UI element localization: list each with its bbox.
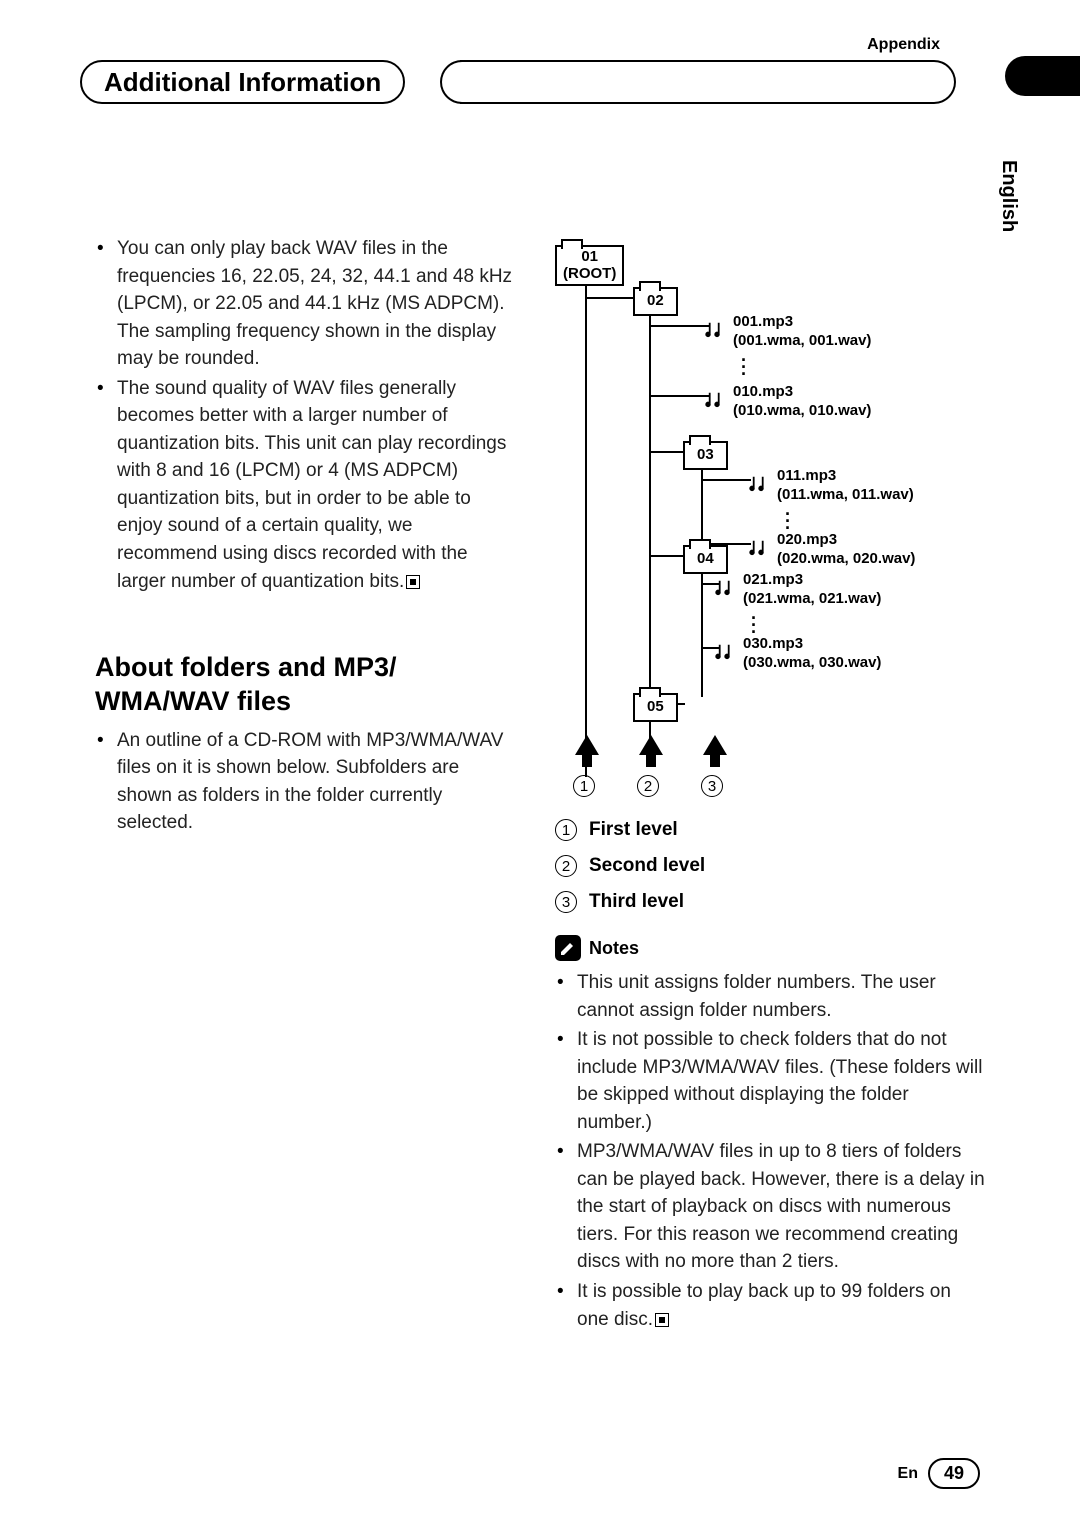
music-note-icon	[715, 643, 737, 661]
end-icon	[655, 1313, 669, 1327]
music-note-icon	[749, 539, 771, 557]
arrow-up-icon	[575, 735, 599, 755]
music-note-icon	[749, 475, 771, 493]
list-item: It is not possible to check folders that…	[555, 1026, 985, 1136]
arrow-up-icon	[639, 735, 663, 755]
folder-root: 01 (ROOT)	[555, 245, 624, 286]
legend-row: 1First level	[555, 819, 985, 841]
folder-tree-diagram: 01 (ROOT) 02 03 04 05 001.mp3(001.wma, 0…	[555, 235, 975, 805]
folders-intro-list: An outline of a CD-ROM with MP3/WMA/WAV …	[95, 727, 515, 837]
music-note-icon	[705, 391, 727, 409]
legend-row: 3Third level	[555, 891, 985, 913]
folder-02: 02	[633, 287, 678, 316]
list-item: An outline of a CD-ROM with MP3/WMA/WAV …	[95, 727, 515, 837]
legend-row: 2Second level	[555, 855, 985, 877]
legend: 1First level 2Second level 3Third level	[555, 819, 985, 913]
marker-2: 2	[637, 775, 659, 797]
page-footer: En 49	[898, 1458, 980, 1489]
list-item: It is possible to play back up to 99 fol…	[555, 1278, 985, 1333]
wav-info-list: You can only play back WAV files in the …	[95, 235, 515, 595]
language-tab: English	[997, 160, 1020, 232]
list-item: The sound quality of WAV files generally…	[95, 375, 515, 595]
vdots-icon: ···	[751, 615, 757, 637]
right-column: 01 (ROOT) 02 03 04 05 001.mp3(001.wma, 0…	[555, 235, 985, 1335]
left-column: You can only play back WAV files in the …	[95, 235, 515, 839]
vdots-icon: ···	[741, 357, 747, 379]
end-icon	[406, 575, 420, 589]
file-label: 020.mp3(020.wma, 020.wav)	[777, 531, 915, 569]
folder-05: 05	[633, 693, 678, 722]
folder-03: 03	[683, 441, 728, 470]
file-label: 011.mp3(011.wma, 011.wav)	[777, 467, 914, 505]
file-label: 001.mp3(001.wma, 001.wav)	[733, 313, 871, 351]
music-note-icon	[715, 579, 737, 597]
music-note-icon	[705, 321, 727, 339]
notes-list: This unit assigns folder numbers. The us…	[555, 969, 985, 1333]
pencil-icon	[555, 935, 581, 961]
list-item: This unit assigns folder numbers. The us…	[555, 969, 985, 1024]
notes-heading: Notes	[555, 935, 985, 961]
file-label: 021.mp3(021.wma, 021.wav)	[743, 571, 881, 609]
marker-3: 3	[701, 775, 723, 797]
page-header: Additional Information	[80, 60, 980, 110]
section-heading: About folders and MP3/ WMA/WAV files	[95, 651, 515, 719]
list-item: MP3/WMA/WAV files in up to 8 tiers of fo…	[555, 1138, 985, 1276]
marker-1: 1	[573, 775, 595, 797]
vdots-icon: ···	[785, 511, 791, 533]
file-label: 030.mp3(030.wma, 030.wav)	[743, 635, 881, 673]
footer-lang: En	[898, 1465, 918, 1483]
edge-tab	[1005, 56, 1080, 96]
folder-04: 04	[683, 545, 728, 574]
page-title: Additional Information	[80, 60, 405, 104]
list-item: You can only play back WAV files in the …	[95, 235, 515, 373]
arrow-up-icon	[703, 735, 727, 755]
file-label: 010.mp3(010.wma, 010.wav)	[733, 383, 871, 421]
appendix-label: Appendix	[867, 36, 940, 54]
page-number: 49	[928, 1458, 980, 1489]
